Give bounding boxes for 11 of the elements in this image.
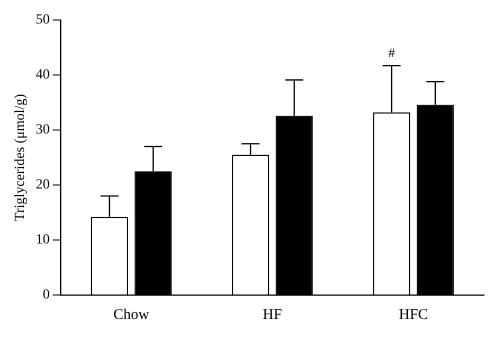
annotation: #	[388, 45, 396, 60]
y-axis-title: Triglycerides (μmol/g)	[13, 94, 28, 222]
x-tick-label: HF	[262, 306, 282, 323]
y-tick-label: 20	[36, 178, 50, 193]
y-tick-label: 30	[36, 122, 50, 138]
x-tick-label: HFC	[398, 306, 428, 323]
y-tick-label: 10	[36, 232, 50, 248]
x-tick-label: Chow	[113, 306, 150, 323]
y-tick-label: 50	[36, 12, 50, 28]
y-tick-label: 0	[42, 288, 50, 303]
y-tick-label: 40	[36, 68, 50, 83]
